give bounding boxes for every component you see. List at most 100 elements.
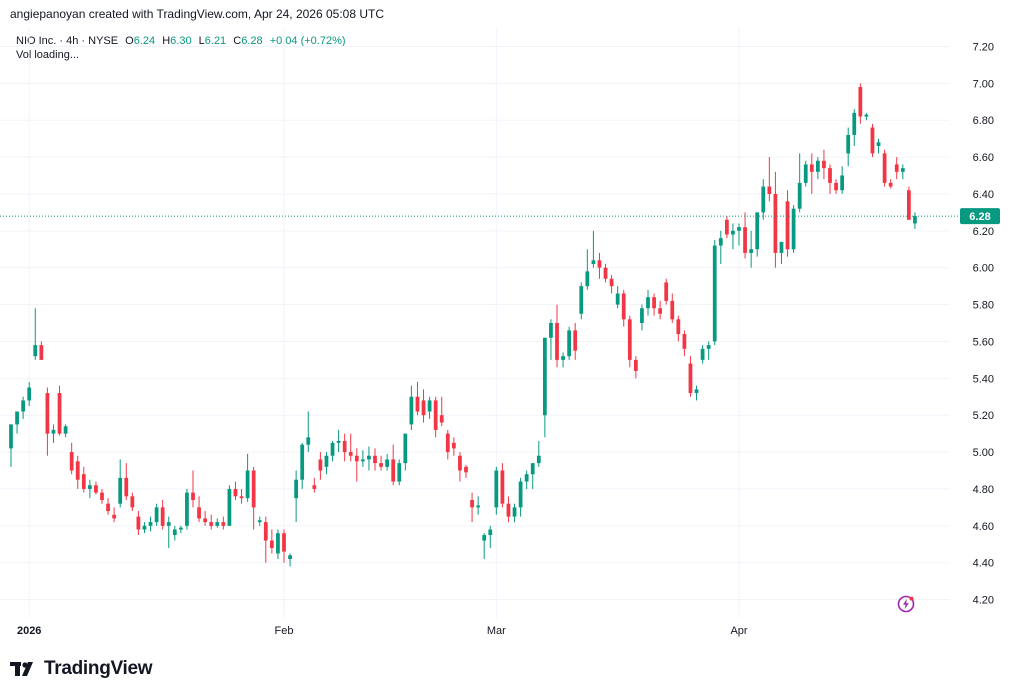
candle-body [15, 411, 19, 425]
candle-body [852, 112, 857, 135]
candle-body [421, 400, 426, 416]
candle [567, 326, 572, 360]
candle [670, 293, 675, 323]
low-label: L [198, 35, 205, 47]
candle [676, 315, 681, 342]
candle-body [500, 470, 505, 504]
candle [743, 212, 747, 259]
time-axis[interactable]: 2026 Feb Mar Apr [17, 625, 748, 637]
change-value: +0.04 (+0.72%) [269, 35, 346, 47]
candle-body [815, 160, 820, 172]
price-axis[interactable]: 7.20 7.00 6.80 6.60 6.40 6.20 6.00 5.80 5.60 5.40… [973, 41, 994, 606]
candle [106, 498, 110, 515]
candle-body [354, 455, 359, 462]
price-tick-label: 4.20 [973, 595, 994, 607]
candle-body [737, 227, 741, 231]
candle-body [773, 193, 778, 253]
candle-body [306, 437, 311, 445]
candle-body [269, 540, 274, 548]
candle [251, 466, 256, 530]
price-tick-label: 5.60 [973, 336, 994, 348]
candle-body [458, 455, 462, 471]
candle-body [439, 415, 444, 423]
low-value: 6.21 [204, 35, 227, 47]
candle-body [130, 496, 135, 508]
candle [906, 186, 911, 220]
candle-body [39, 345, 44, 360]
candle [500, 463, 505, 508]
candle-body [718, 238, 723, 246]
candle-body [864, 114, 869, 117]
lightning-icon[interactable] [897, 595, 915, 613]
candle-body [494, 470, 499, 508]
symbol-legend: NIO Inc. · 4h · NYSE O6.24 H6.30 L6.21 C… [16, 33, 346, 49]
candle-body [397, 463, 402, 482]
candle [749, 230, 754, 268]
candle-body [888, 182, 893, 187]
candle-body [427, 400, 432, 412]
candle-body [433, 400, 438, 430]
price-tick-label: 5.20 [973, 410, 994, 422]
candle [652, 293, 656, 316]
candle [45, 387, 50, 456]
candle-body [561, 356, 565, 360]
candle-body [652, 297, 656, 309]
candle-body [676, 319, 681, 335]
candle [348, 433, 353, 462]
candle [427, 396, 432, 419]
high-value: 6.30 [170, 35, 192, 47]
candle [597, 252, 602, 279]
candle [172, 525, 177, 541]
candle [458, 452, 462, 482]
candle-body [33, 345, 38, 357]
candle [118, 459, 123, 508]
candle [397, 459, 402, 486]
footer-branding: TradingView [10, 658, 153, 680]
candle-body [136, 516, 141, 530]
candle [876, 138, 881, 154]
candle [9, 424, 13, 467]
candle-body [100, 492, 104, 500]
candle-body [379, 463, 383, 467]
candle [27, 382, 32, 406]
candle [197, 496, 201, 523]
grid-lines [0, 28, 950, 618]
candle [579, 282, 584, 320]
candle [706, 341, 711, 360]
candle-body [154, 507, 159, 523]
candle-body [846, 134, 851, 154]
candle-body [112, 514, 117, 519]
candle-body [603, 267, 608, 279]
candle-body [779, 241, 784, 253]
candle [731, 223, 735, 250]
candle [870, 123, 875, 158]
price-tick-label: 7.20 [973, 41, 994, 53]
candle [367, 446, 371, 471]
candle-body [185, 492, 189, 526]
candle [342, 433, 347, 462]
candle-body [621, 293, 626, 320]
candle-body [633, 359, 638, 371]
candle [615, 286, 620, 309]
candle [269, 529, 274, 554]
candle [15, 411, 19, 434]
candle-body [227, 488, 232, 526]
candle [294, 470, 299, 523]
candle-body [330, 442, 335, 456]
candle [191, 470, 195, 508]
candle [737, 223, 741, 246]
candle-body [627, 319, 632, 360]
candle-body [524, 474, 529, 482]
candle-body [251, 470, 256, 508]
candle [561, 352, 565, 368]
candle-body [178, 527, 183, 530]
candle-body [27, 387, 32, 401]
candle [755, 212, 760, 257]
candle [803, 160, 808, 187]
price-tick-label: 6.80 [973, 115, 994, 127]
candle [894, 157, 899, 180]
symbol-name[interactable]: NIO Inc. · 4h · NYSE [16, 35, 119, 47]
candlestick-chart[interactable]: 7.20 7.00 6.80 6.60 6.40 6.20 6.00 5.80 5.60 5.40… [0, 28, 1024, 646]
candle-body [573, 330, 578, 351]
candle [621, 289, 626, 327]
